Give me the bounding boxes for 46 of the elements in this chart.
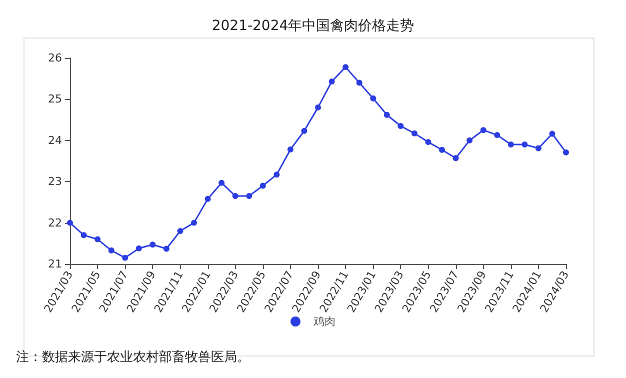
point — [425, 139, 432, 146]
point — [522, 142, 528, 148]
point — [315, 104, 321, 110]
point — [287, 146, 294, 152]
point — [563, 149, 569, 156]
point — [136, 245, 142, 252]
y-tick-label: 25 — [48, 92, 62, 106]
point — [191, 220, 197, 226]
point — [356, 80, 362, 86]
point — [246, 193, 252, 200]
y-tick-label: 26 — [48, 52, 62, 64]
point — [494, 132, 500, 138]
y-tick-label: 23 — [48, 175, 62, 188]
point — [328, 78, 335, 84]
point — [122, 254, 128, 261]
y-tick-label: 24 — [48, 134, 62, 147]
point — [232, 193, 238, 200]
point — [370, 95, 376, 102]
y-tick-label: 22 — [48, 216, 62, 230]
y-tick-label: 21 — [48, 258, 62, 270]
point — [218, 180, 225, 186]
point — [466, 137, 473, 144]
point — [535, 145, 542, 152]
point — [439, 146, 445, 153]
point — [274, 172, 280, 178]
point — [508, 142, 514, 148]
point — [301, 128, 308, 134]
point — [67, 220, 73, 226]
point — [80, 232, 87, 238]
point — [398, 122, 404, 129]
point — [411, 130, 418, 136]
point — [150, 242, 156, 248]
point — [480, 127, 486, 134]
point — [163, 246, 170, 252]
point — [108, 247, 114, 254]
legend-label: 鸡肉 — [312, 315, 336, 328]
point — [342, 64, 349, 70]
point — [549, 130, 556, 137]
point — [260, 182, 266, 189]
text: 注：数据来源于农业农村部畜牧兽医局。 — [16, 349, 250, 365]
point — [204, 196, 211, 202]
point — [94, 236, 101, 242]
point — [177, 228, 184, 234]
chart-title: 2021-2024年中国禽肉价格走势 — [212, 18, 414, 34]
point — [452, 155, 459, 162]
point — [384, 112, 390, 118]
